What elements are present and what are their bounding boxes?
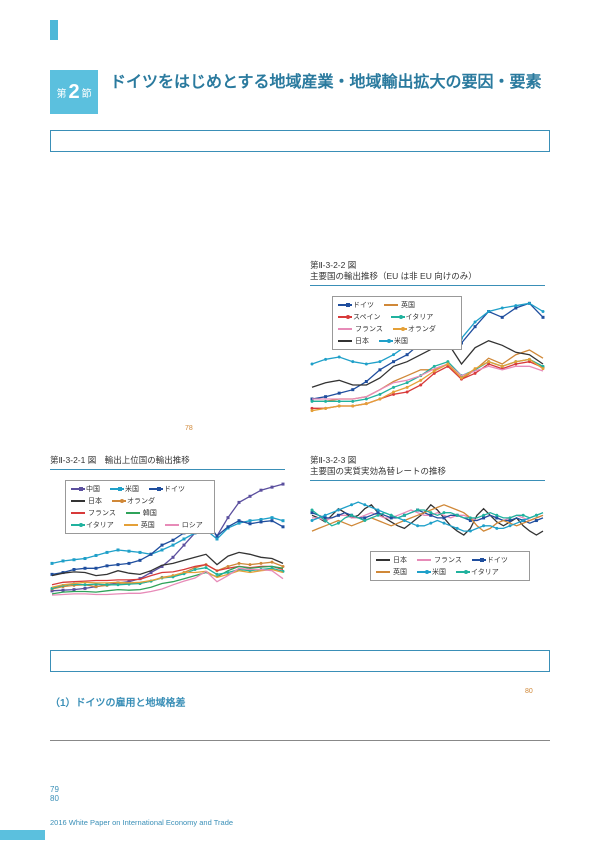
chart-2: 第Ⅱ-3-2-2 図 主要国の輸出推移（EU は非 EU 向けのみ） ドイツ 英国… [310, 260, 545, 438]
legend-swatch [384, 304, 398, 306]
legend-item: スペイン [338, 312, 381, 322]
legend-item: イタリア [391, 312, 434, 322]
legend-item: 英国 [384, 300, 415, 310]
legend-marker [79, 523, 83, 527]
badge-suffix: 節 [82, 85, 92, 100]
legend-item: ドイツ [472, 555, 508, 565]
legend-label: フランス [88, 508, 116, 518]
divider-1 [50, 130, 550, 152]
legend-item: 日本 [376, 555, 407, 565]
legend-marker [157, 487, 161, 491]
legend-marker [464, 570, 468, 574]
legend-item: オランダ [393, 324, 436, 334]
legend-item: 韓国 [126, 508, 157, 518]
badge-num: 2 [68, 81, 79, 104]
legend-item: フランス [417, 555, 462, 565]
footnote-80: 80 [525, 688, 533, 695]
chart-3: 第Ⅱ-3-2-3 図 主要国の実質実効為替レートの推移 日本 フランス ドイツ英国 米… [310, 455, 545, 585]
legend-label: 英国 [141, 520, 155, 530]
legend-label: ロシア [182, 520, 203, 530]
legend-marker [346, 315, 350, 319]
legend-item: 日本 [338, 336, 369, 346]
legend-label: 米国 [432, 567, 446, 577]
legend-label: ドイツ [487, 555, 508, 565]
legend-item: イタリア [71, 520, 114, 530]
chart-3-title: 第Ⅱ-3-2-3 図 主要国の実質実効為替レートの推移 [310, 455, 545, 481]
legend-swatch [71, 500, 85, 502]
legend-swatch [417, 559, 431, 561]
legend-label: イタリア [406, 312, 434, 322]
chart-1-legend: 中国 米国 ドイツ日本 オランダフランス 韓国イタリア 英国 ロシア [65, 480, 215, 534]
section-number-badge: 第 2 節 [50, 70, 98, 114]
chart-3-legend: 日本 フランス ドイツ英国 米国 イタリア [370, 551, 530, 581]
footer-text: 2016 White Paper on International Econom… [50, 818, 233, 827]
legend-label: 日本 [88, 496, 102, 506]
top-accent-bar [50, 20, 58, 40]
legend-marker [425, 570, 429, 574]
legend-marker [118, 487, 122, 491]
legend-label: 日本 [393, 555, 407, 565]
legend-label: 中国 [86, 484, 100, 494]
legend-label: スペイン [353, 312, 381, 322]
legend-swatch [165, 524, 179, 526]
legend-item: 英国 [124, 520, 155, 530]
legend-marker [79, 487, 83, 491]
divider-2 [50, 650, 550, 672]
legend-item: フランス [71, 508, 116, 518]
legend-item: イタリア [456, 567, 499, 577]
legend-swatch [338, 328, 352, 330]
legend-label: フランス [355, 324, 383, 334]
legend-label: ドイツ [353, 300, 374, 310]
legend-item: フランス [338, 324, 383, 334]
legend-item: 米国 [417, 567, 446, 577]
legend-swatch [124, 524, 138, 526]
page-numbers: 79 80 [50, 785, 59, 804]
legend-swatch [126, 512, 140, 514]
legend-label: 英国 [401, 300, 415, 310]
legend-item: オランダ [112, 496, 155, 506]
legend-item: 中国 [71, 484, 100, 494]
badge-prefix: 第 [56, 85, 66, 100]
legend-label: ドイツ [164, 484, 185, 494]
legend-item: ドイツ [149, 484, 185, 494]
footer-accent-bar [0, 830, 45, 840]
legend-marker [399, 315, 403, 319]
legend-label: イタリア [471, 567, 499, 577]
legend-swatch [338, 340, 352, 342]
chart-2-title: 第Ⅱ-3-2-2 図 主要国の輸出推移（EU は非 EU 向けのみ） [310, 260, 545, 286]
footnote-rule [50, 740, 550, 741]
legend-label: 米国 [394, 336, 408, 346]
legend-item: 英国 [376, 567, 407, 577]
subsection-heading: （1）ドイツの雇用と地域格差 [50, 694, 186, 709]
legend-swatch [376, 571, 390, 573]
legend-marker [346, 303, 350, 307]
footnote-78: 78 [185, 425, 193, 432]
legend-label: オランダ [408, 324, 436, 334]
legend-item: 米国 [379, 336, 408, 346]
chart-1: 第Ⅱ-3-2-1 図 輸出上位国の輸出推移 中国 米国 ドイツ日本 オランダフランス 韓… [50, 455, 285, 604]
chart-2-legend: ドイツ 英国スペイン イタリアフランス オランダ日本 米国 [332, 296, 462, 350]
chart-1-title: 第Ⅱ-3-2-1 図 輸出上位国の輸出推移 [50, 455, 285, 470]
legend-label: フランス [434, 555, 462, 565]
legend-marker [387, 339, 391, 343]
legend-item: ロシア [165, 520, 203, 530]
legend-marker [480, 558, 484, 562]
section-title: ドイツをはじめとする地域産業・地域輸出拡大の要因・要素 [110, 72, 550, 94]
footer: 2016 White Paper on International Econom… [50, 818, 233, 827]
legend-label: 英国 [393, 567, 407, 577]
legend-swatch [71, 512, 85, 514]
legend-item: 米国 [110, 484, 139, 494]
legend-label: 米国 [125, 484, 139, 494]
legend-marker [401, 327, 405, 331]
legend-item: 日本 [71, 496, 102, 506]
legend-swatch [376, 559, 390, 561]
legend-label: 韓国 [143, 508, 157, 518]
legend-label: 日本 [355, 336, 369, 346]
legend-item: ドイツ [338, 300, 374, 310]
legend-marker [120, 499, 124, 503]
legend-label: オランダ [127, 496, 155, 506]
legend-label: イタリア [86, 520, 114, 530]
